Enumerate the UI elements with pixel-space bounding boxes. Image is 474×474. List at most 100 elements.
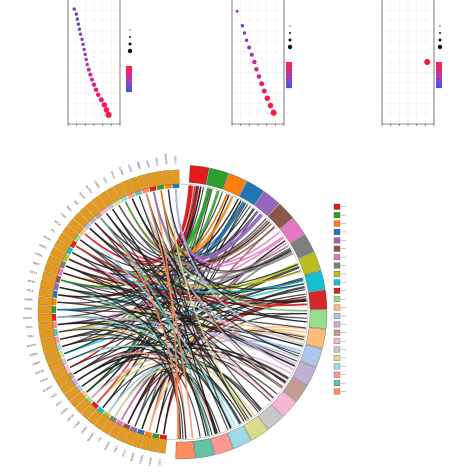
gene-label: AURKA	[59, 406, 69, 415]
term-segment	[267, 203, 294, 229]
legend-swatch	[333, 363, 341, 370]
legend-swatch	[333, 329, 341, 336]
chord-link	[134, 188, 213, 427]
color-bar-segment	[436, 64, 442, 66]
color-bar-segment	[436, 63, 442, 65]
gene-marker	[57, 268, 64, 276]
size-legend-dot	[129, 29, 131, 31]
data-point	[95, 92, 101, 98]
chord-link	[167, 189, 249, 421]
data-point	[242, 31, 247, 35]
legend-swatch	[333, 254, 341, 261]
color-bar-segment	[436, 77, 442, 79]
term-segment	[239, 181, 264, 206]
gene-marker	[52, 321, 58, 329]
gene-marker	[58, 350, 65, 359]
gene-label: GINS2	[38, 243, 47, 250]
legend-swatch	[333, 237, 341, 244]
gene-label: ESPL1	[173, 156, 177, 164]
color-bar-segment	[126, 84, 132, 86]
dotplot-3	[381, 0, 443, 126]
legend-swatch	[333, 355, 341, 361]
color-bar-segment	[286, 69, 292, 72]
legend-swatch	[333, 338, 341, 345]
gene-marker	[64, 364, 71, 373]
size-legend-dot	[288, 38, 292, 42]
gene-label: CDCA8	[138, 454, 144, 464]
color-bar-segment	[126, 88, 132, 90]
legend-swatch	[333, 380, 341, 387]
color-bar-segment	[436, 71, 442, 73]
term-segment	[280, 218, 305, 244]
gene-marker	[172, 184, 180, 189]
color-bar-segment	[126, 72, 132, 74]
data-point	[240, 24, 245, 28]
color-bar-segment	[286, 81, 292, 83]
color-bar-segment	[286, 73, 292, 76]
gene-marker	[67, 371, 75, 380]
color-bar-segment	[126, 90, 132, 93]
color-bar-segment	[126, 85, 132, 87]
color-bar-segment	[126, 75, 132, 77]
size-legend-dot	[438, 38, 442, 42]
dotplot-1	[67, 0, 133, 126]
size-legend-dot	[289, 32, 291, 34]
gene-segment	[157, 438, 167, 454]
chord-link	[105, 213, 305, 341]
gene-label: CDC20	[66, 413, 75, 422]
color-bar-segment	[286, 75, 292, 77]
color-bar-segment	[286, 67, 292, 69]
legend-swatch	[333, 304, 341, 311]
data-point	[77, 27, 82, 31]
term-segment	[292, 361, 317, 386]
gene-marker	[52, 290, 58, 299]
data-point	[270, 109, 277, 116]
legend-swatch	[333, 388, 341, 395]
gene-marker	[66, 247, 74, 256]
data-point	[91, 82, 97, 87]
term-segment	[243, 416, 269, 441]
gene-label: CENPF	[80, 425, 89, 434]
color-bar-segment	[436, 62, 442, 64]
gene-marker	[100, 207, 109, 215]
term-segment	[193, 438, 215, 459]
gene-label: NEK2	[33, 261, 41, 267]
gene-label: DTL	[50, 228, 57, 234]
gene-label: NCAPD2	[164, 154, 169, 165]
chord-link	[65, 226, 276, 283]
color-bar-segment	[286, 63, 292, 65]
data-point	[247, 45, 252, 50]
color-bar-segment	[436, 68, 442, 70]
gene-marker	[89, 217, 97, 225]
data-point	[89, 77, 94, 82]
gene-label: TPX2	[27, 334, 34, 339]
color-bar-segment	[286, 84, 292, 86]
gene-label: KIF4A	[27, 279, 35, 284]
chord-link	[61, 279, 209, 436]
color-bar-segment	[436, 69, 442, 72]
gene-marker	[137, 428, 145, 435]
gene-label: HELLS	[154, 157, 159, 166]
color-bar-segment	[126, 79, 132, 81]
gene-label: NUSAP1	[86, 431, 96, 442]
color-bar-segment	[286, 80, 292, 82]
color-bar-segment	[286, 77, 292, 79]
color-bar-segment	[286, 65, 292, 68]
gene-marker	[62, 253, 70, 262]
size-legend-dot	[289, 25, 291, 27]
term-segment	[227, 425, 252, 449]
gene-label: E2F1	[102, 177, 109, 185]
gene-label: PLK1	[50, 392, 58, 399]
color-bar-segment	[286, 78, 292, 81]
gene-segment	[37, 313, 53, 322]
gene-marker	[149, 186, 157, 192]
color-bar-segment	[126, 69, 132, 72]
color-bar-segment	[436, 86, 442, 89]
color-bar-segment	[436, 82, 442, 85]
chord-link	[167, 189, 292, 272]
gene-marker	[156, 185, 165, 191]
chord-link	[100, 217, 211, 436]
color-legend-bar	[286, 62, 292, 89]
gene-label: CENPE	[93, 180, 101, 190]
term-segment	[210, 432, 234, 455]
